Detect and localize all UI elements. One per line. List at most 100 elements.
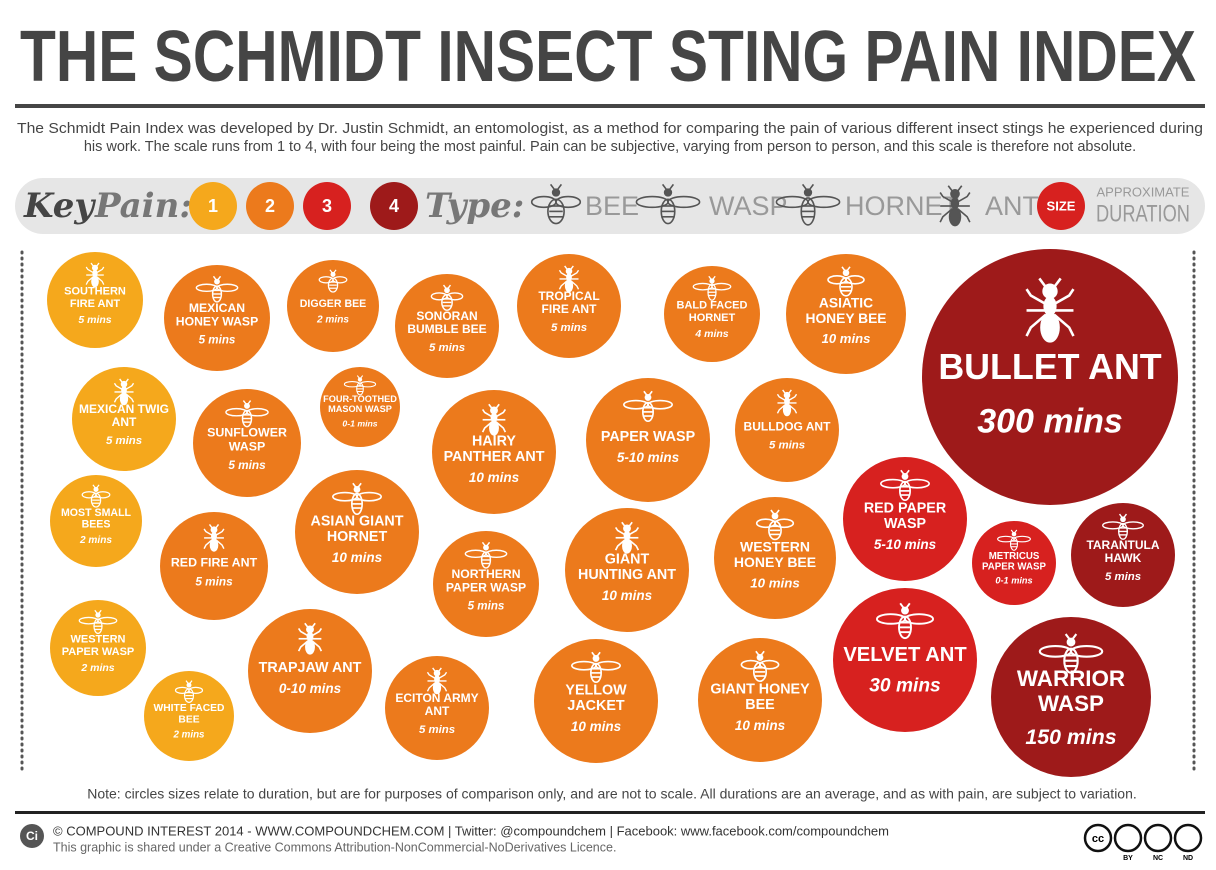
key-label: Key (23, 186, 96, 226)
wing (1069, 645, 1104, 658)
body (899, 480, 911, 502)
icon-ant (481, 403, 507, 436)
duration: 0-1 mins (342, 418, 377, 428)
name-line: TARANTULA (1086, 538, 1159, 552)
leg (96, 262, 100, 267)
duration: 5 mins (769, 440, 805, 452)
antenna (92, 484, 100, 489)
body (768, 520, 782, 541)
leg (119, 378, 123, 383)
leg (125, 382, 135, 390)
leg (215, 539, 225, 550)
insect-circle (843, 457, 967, 581)
insect-circle (534, 639, 658, 763)
leg (125, 393, 135, 403)
insect-circle (664, 266, 760, 362)
icon-bee (827, 266, 865, 297)
insect-circle (972, 521, 1056, 605)
insect-circle (433, 531, 539, 637)
abdomen (1040, 312, 1060, 343)
insect-name: METRICUS PAPER WASP (982, 550, 1046, 572)
insect-name: PAPER WASP (601, 429, 696, 445)
duration: 5-10 mins (874, 537, 937, 552)
name-line: HONEY WASP (176, 314, 258, 328)
leg (96, 266, 105, 274)
antenna (643, 390, 653, 396)
duration: 2 mins (79, 535, 112, 546)
body (839, 276, 853, 297)
name-line: ANT (425, 704, 450, 718)
duration: 10 mins (602, 588, 653, 603)
badge (1143, 823, 1173, 853)
body (211, 285, 223, 303)
wing (1013, 535, 1031, 543)
insect-name: WESTERN PAPER WASP (62, 634, 135, 658)
leg (438, 682, 448, 692)
duration: 5 mins (468, 600, 505, 613)
name-line: MEXICAN (189, 301, 245, 315)
insect-circle (991, 617, 1151, 777)
name-line: WASP (884, 516, 927, 532)
name-line: BEE (745, 697, 774, 713)
body (356, 382, 364, 396)
insect-circle (922, 249, 1178, 505)
insect-name: RED PAPER WASP (864, 500, 947, 532)
name-line: WARRIOR (1017, 666, 1125, 691)
thorax (950, 197, 960, 210)
leg (957, 208, 971, 223)
icon-bee (318, 269, 348, 293)
icon-wasp (464, 541, 508, 569)
insect-circle (517, 254, 621, 358)
name-line: MASON WASP (328, 405, 392, 415)
credit: © COMPOUND INTEREST 2014 - WWW.COMPOUNDC… (53, 823, 889, 838)
icon-wasp (225, 400, 269, 428)
head (842, 269, 850, 277)
insect-name: GIANT HUNTING ANT (578, 551, 676, 583)
abdomen (782, 403, 792, 417)
name-line: TROPICAL (538, 289, 599, 303)
leg (215, 528, 225, 536)
wing (188, 686, 204, 694)
name-line: METRICUS (989, 550, 1040, 561)
head (901, 606, 909, 615)
duration: 0-10 mins (279, 681, 342, 696)
wing (246, 407, 269, 417)
duration: 4 mins (694, 328, 728, 340)
leg (311, 622, 316, 628)
abdomen (91, 275, 99, 288)
duration: 300 mins (977, 403, 1123, 441)
antenna (591, 651, 601, 657)
leg (113, 382, 123, 390)
antenna (1010, 529, 1018, 534)
body (441, 293, 453, 311)
size-circle (1037, 182, 1085, 230)
insect-circle (432, 390, 556, 514)
icon-bee (81, 484, 111, 508)
logo-text: Ci (26, 829, 38, 843)
leg (215, 523, 220, 529)
name-line: FIRE ANT (542, 302, 598, 316)
insect-circle (586, 378, 710, 502)
duration: 5-10 mins (617, 450, 680, 465)
head (644, 394, 652, 401)
head (592, 655, 600, 662)
icon-bee (430, 284, 464, 311)
duration: 5 mins (106, 435, 142, 447)
icon-ant (113, 378, 135, 406)
leg (570, 265, 574, 270)
badge-text: NC (1153, 855, 1163, 862)
thorax (1043, 296, 1057, 316)
icon-ant (426, 667, 448, 695)
antenna (1064, 633, 1078, 641)
body (547, 198, 565, 225)
head (1120, 516, 1126, 523)
pain-label: Pain: (94, 186, 192, 226)
leg (788, 404, 798, 414)
leg (957, 185, 963, 192)
head (244, 402, 250, 409)
name-line: BUMBLE BEE (407, 322, 486, 336)
duration: 10 mins (571, 719, 622, 734)
icon-bee (530, 183, 582, 225)
icon-bee (740, 650, 780, 683)
leg (776, 404, 786, 414)
